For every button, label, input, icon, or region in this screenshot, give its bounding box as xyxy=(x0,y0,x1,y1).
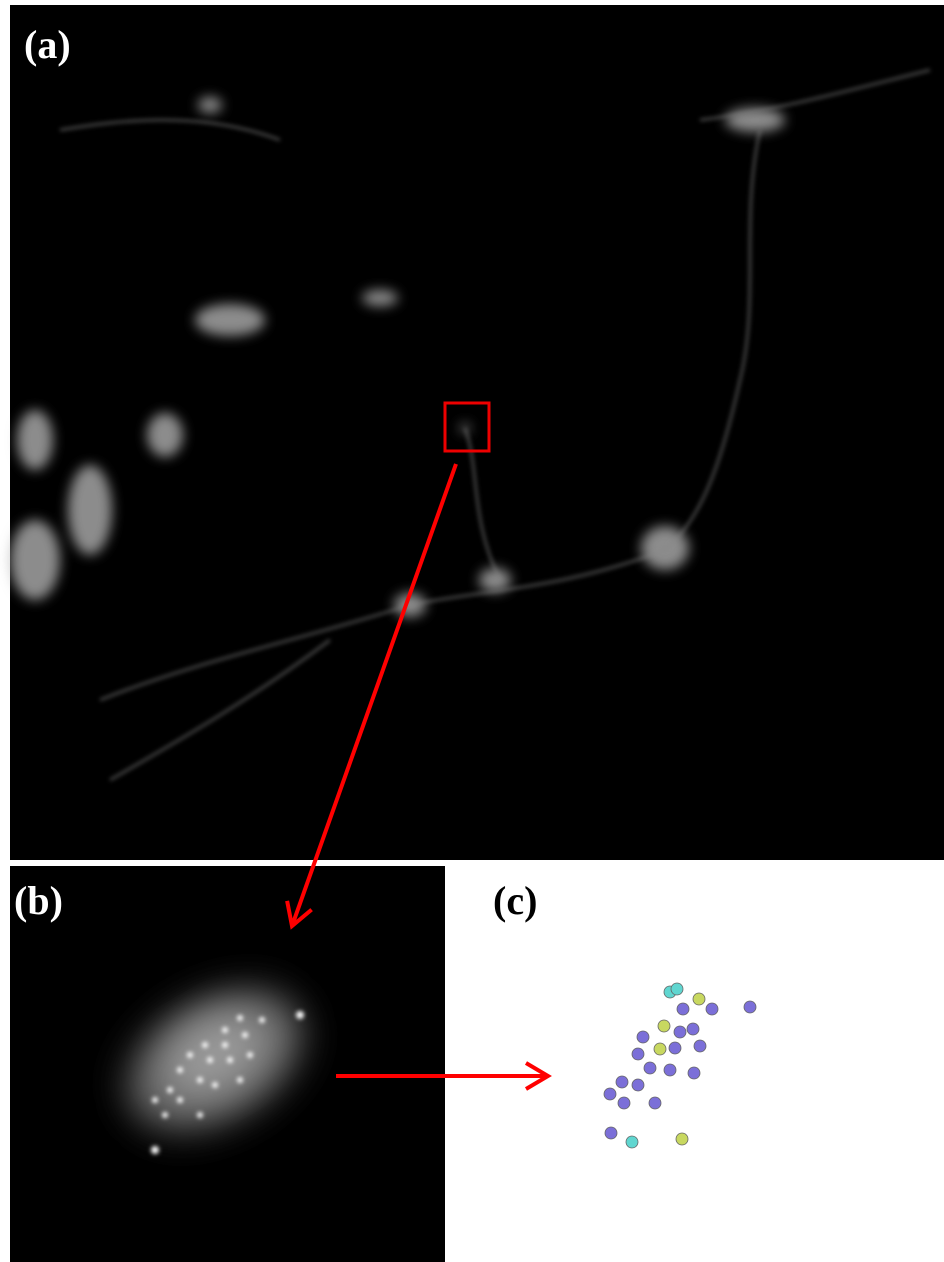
panel-c: (c) xyxy=(493,878,756,1148)
panel-b: (b) xyxy=(10,866,445,1262)
panel-label: (b) xyxy=(14,878,63,923)
panel-a: (a) xyxy=(10,5,944,860)
panel-label: (a) xyxy=(24,22,71,67)
page: {"panels": {"a": {"label": "(a)"}, "b": … xyxy=(0,0,944,1262)
figure: (a) (b) (c) xyxy=(0,0,944,1262)
panel-label: (c) xyxy=(493,878,537,923)
point-markers xyxy=(604,983,756,1148)
